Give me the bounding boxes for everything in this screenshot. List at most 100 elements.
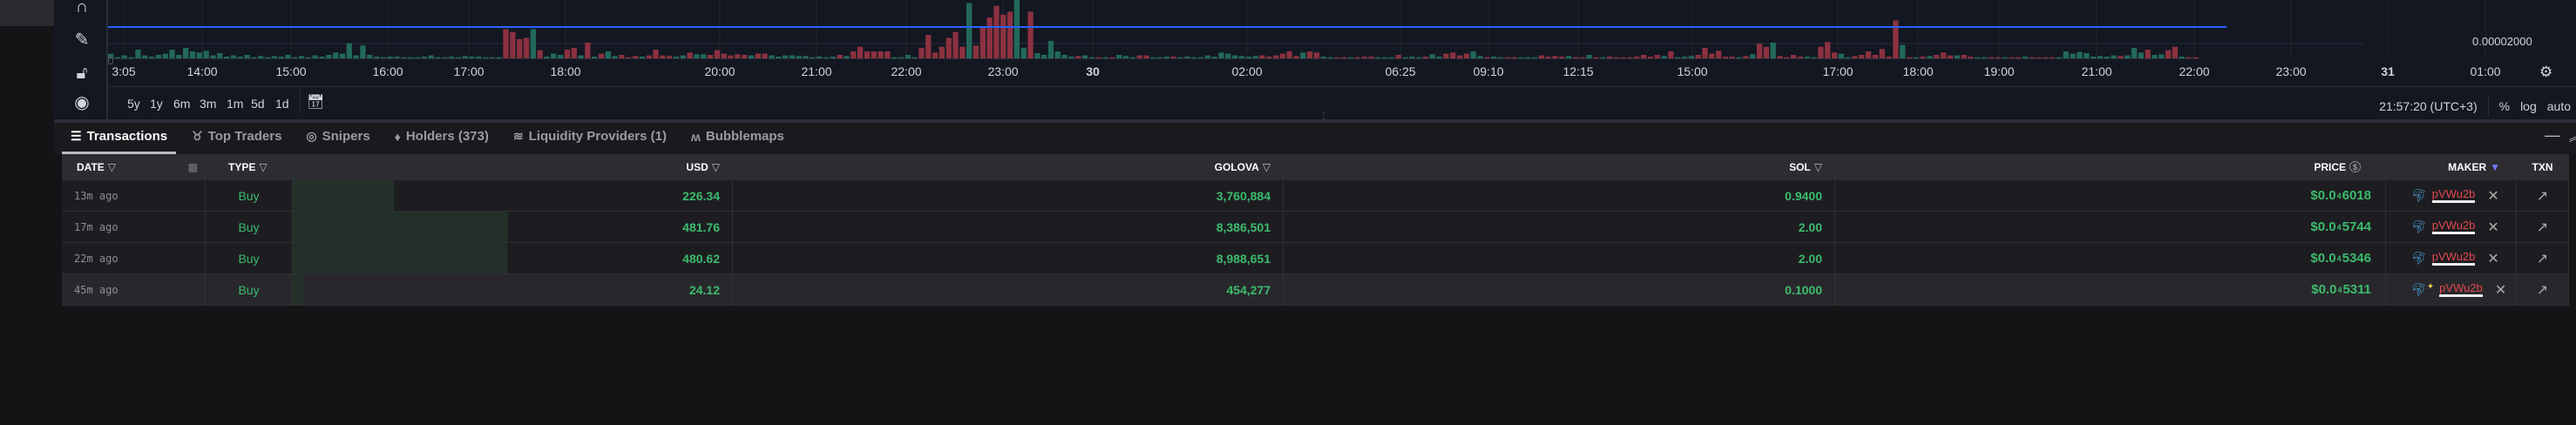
volume-bar xyxy=(878,51,884,58)
resize-handle[interactable]: ⋮ xyxy=(1319,111,1328,121)
volume-bar xyxy=(448,57,455,58)
volume-bar xyxy=(408,57,414,58)
filter-icon[interactable]: ▽ xyxy=(1262,160,1271,173)
date-range-icon[interactable]: 📅︎ xyxy=(307,95,325,110)
volume-bar xyxy=(1995,57,2001,58)
minimize-icon[interactable]: — xyxy=(2545,126,2560,144)
exclude-maker-icon[interactable]: ✕ xyxy=(2494,282,2507,298)
lock-icon[interactable]: 🔓︎ xyxy=(76,64,88,83)
filter-active-icon[interactable]: ▼ xyxy=(2490,160,2500,173)
dollar-toggle-icon[interactable]: $ xyxy=(2349,161,2361,172)
range-1y[interactable]: 1y xyxy=(150,97,163,111)
filter-icon[interactable]: ▽ xyxy=(107,160,117,173)
volume-bar xyxy=(871,51,877,58)
volume-bar xyxy=(1122,56,1129,58)
tab-liquidity[interactable]: ≋ Liquidity Providers (1) xyxy=(513,129,667,144)
exclude-maker-icon[interactable]: ✕ xyxy=(2487,219,2499,235)
maker-link[interactable]: pVWu2b xyxy=(2439,282,2483,297)
range-1d[interactable]: 1d xyxy=(275,97,289,111)
volume-chart[interactable]: 3:05 14:00 15:00 16:00 17:00 18:00 20:00 21:00 2… xyxy=(108,0,2576,119)
volume-bar xyxy=(1681,57,1688,58)
header-maker[interactable]: MAKER ▼ xyxy=(2386,154,2517,179)
volume-bar xyxy=(1020,47,1027,58)
header-date[interactable]: DATE ▽ ▦ xyxy=(62,154,206,179)
pencil-lock-icon[interactable]: ✎ xyxy=(74,30,90,50)
exclude-maker-icon[interactable]: ✕ xyxy=(2487,188,2499,204)
volume-bar xyxy=(1409,57,1415,58)
volume-bar xyxy=(326,55,332,58)
tab-snipers[interactable]: ◎ Snipers xyxy=(306,129,369,144)
time-tick: 17:00 xyxy=(453,64,485,78)
table-row[interactable]: 17m ago Buy 481.76 8,386,501 2.00 $0.0 4 5… xyxy=(62,212,2569,243)
calendar-icon[interactable]: ▦ xyxy=(187,160,198,173)
tab-top[interactable]: ♉︎ Top Traders xyxy=(192,129,281,144)
panel-divider[interactable] xyxy=(54,119,2576,123)
volume-bar xyxy=(401,57,407,58)
percent-scale-toggle[interactable]: % xyxy=(2498,99,2511,113)
chart-settings-icon[interactable]: ⚙ xyxy=(2539,64,2553,80)
maker-link[interactable]: pVWu2b xyxy=(2431,219,2476,234)
open-txn-icon[interactable]: ↗ xyxy=(2517,274,2569,305)
volume-bar xyxy=(1156,57,1163,58)
maker-link[interactable]: pVWu2b xyxy=(2431,251,2476,266)
range-6m[interactable]: 6m xyxy=(173,97,191,111)
filter-icon[interactable]: ▽ xyxy=(1813,160,1822,173)
eye-icon[interactable]: ◉ xyxy=(74,93,90,112)
header-type[interactable]: TYPE ▽ xyxy=(206,154,293,179)
auto-scale-toggle[interactable]: auto xyxy=(2546,99,2571,113)
dolphin-new-icon: 🐬︎✦ xyxy=(2411,282,2435,296)
range-5y[interactable]: 5y xyxy=(127,97,140,111)
volume-bar xyxy=(694,54,700,58)
tab-holders[interactable]: ♦ Holders (373) xyxy=(395,129,489,144)
header-price[interactable]: PRICE $ xyxy=(1835,154,2386,179)
open-txn-icon[interactable]: ↗ xyxy=(2517,212,2569,242)
maker-link[interactable]: pVWu2b xyxy=(2431,188,2476,203)
filter-icon[interactable]: ▽ xyxy=(259,160,268,173)
time-tick: 20:00 xyxy=(704,64,736,78)
volume-bar xyxy=(2131,47,2138,58)
range-3m[interactable]: 3m xyxy=(200,97,217,111)
table-row[interactable]: 22m ago Buy 480.62 8,988,651 2.00 $0.0 4 5… xyxy=(62,243,2569,274)
tab-bubblemaps[interactable]: ʍ Bubblemaps xyxy=(691,129,784,144)
open-txn-icon[interactable]: ↗ xyxy=(2517,243,2569,273)
time-tick: 18:00 xyxy=(1902,64,1934,78)
table-row[interactable]: 45m ago Buy 24.12 454,277 0.1000 $0.0 4 53… xyxy=(62,274,2569,306)
volume-bar xyxy=(1940,52,1947,58)
header-sol[interactable]: SOL ▽ xyxy=(1284,154,1835,179)
volume-bar xyxy=(244,55,250,58)
log-scale-toggle[interactable]: log xyxy=(2520,99,2537,113)
volume-bar xyxy=(373,57,380,58)
tab-list: ☰ Transactions ♉︎ Top Traders ◎ Snipers ♦ Holde… xyxy=(71,129,784,144)
volume-bars xyxy=(108,0,2486,59)
table-row[interactable]: 13m ago Buy 226.34 3,760,884 0.9400 $0.0… xyxy=(62,180,2569,212)
expand-icon[interactable]: ︽ xyxy=(2569,128,2576,145)
volume-bar xyxy=(1081,55,1088,58)
volume-bar xyxy=(1641,55,1647,58)
volume-bar xyxy=(414,57,421,58)
volume-bar xyxy=(1184,57,1190,58)
volume-bar xyxy=(496,57,502,58)
volume-bar xyxy=(592,57,598,58)
volume-bar xyxy=(660,55,666,58)
volume-bar xyxy=(762,53,768,58)
volume-bar xyxy=(714,50,721,58)
range-1m[interactable]: 1m xyxy=(227,97,244,111)
volume-bar xyxy=(285,55,291,58)
open-txn-icon[interactable]: ↗ xyxy=(2517,180,2569,211)
header-usd[interactable]: USD ▽ xyxy=(293,154,733,179)
collapse-toolbar-handle[interactable] xyxy=(108,56,113,64)
volume-bar xyxy=(1920,57,1926,58)
date-cell: 22m ago xyxy=(62,243,206,273)
volume-bar xyxy=(1804,57,1810,58)
usd-value: 481.76 xyxy=(682,219,720,234)
volume-bar xyxy=(455,57,461,58)
volume-bar xyxy=(1429,54,1435,58)
tab-transactions[interactable]: ☰ Transactions xyxy=(71,129,167,144)
exclude-maker-icon[interactable]: ✕ xyxy=(2487,251,2499,266)
filter-icon[interactable]: ▽ xyxy=(711,160,720,173)
magnet-icon[interactable]: ∩ xyxy=(75,0,89,17)
volume-bar xyxy=(1600,57,1606,58)
volume-bar xyxy=(1491,57,1497,58)
header-token[interactable]: GOLOVA ▽ xyxy=(733,154,1284,179)
range-5d[interactable]: 5d xyxy=(251,97,265,111)
